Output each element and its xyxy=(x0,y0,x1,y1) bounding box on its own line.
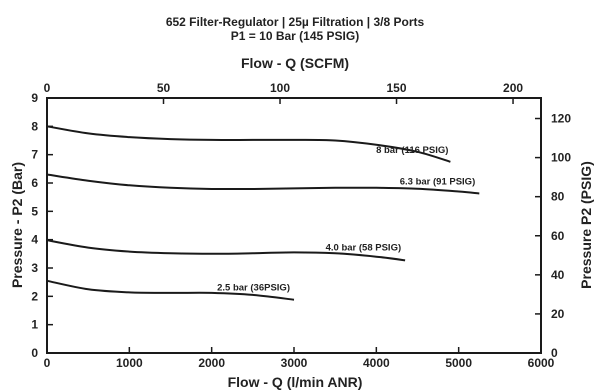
chart-title: 652 Filter-Regulator | 25µ Filtration | … xyxy=(166,15,425,29)
bottom-tick-label: 1000 xyxy=(116,356,143,370)
right-tick-label: 0 xyxy=(551,346,558,360)
left-axis-title: Pressure - P2 (Bar) xyxy=(9,162,25,288)
top-tick-label: 200 xyxy=(503,81,523,95)
curves: 8 bar (116 PSIG) 6.3 bar (91 PSIG) 4.0 bar… xyxy=(46,125,480,301)
left-tick-label: 5 xyxy=(31,204,38,218)
bottom-axis-title: Flow - Q (l/min ANR) xyxy=(228,374,363,390)
series-line xyxy=(46,239,406,262)
right-axis-title: Pressure P2 (PSIG) xyxy=(578,161,594,289)
left-tick-label: 0 xyxy=(31,346,38,360)
series-label: 2.5 bar (36PSIG) xyxy=(217,283,290,294)
right-tick-label: 80 xyxy=(551,190,565,204)
chart-subtitle: P1 = 10 Bar (145 PSIG) xyxy=(231,29,359,43)
right-tick-label: 60 xyxy=(551,229,565,243)
top-tick-label: 0 xyxy=(44,81,51,95)
series-line xyxy=(46,125,451,163)
right-tick-label: 40 xyxy=(551,268,565,282)
top-tick-label: 100 xyxy=(270,81,290,95)
left-tick-label: 1 xyxy=(31,318,38,332)
left-tick-label: 6 xyxy=(31,176,38,190)
series-label: 4.0 bar (58 PSIG) xyxy=(326,242,402,253)
left-tick-label: 7 xyxy=(31,148,38,162)
right-tick-label: 120 xyxy=(551,112,571,126)
series-label: 8 bar (116 PSIG) xyxy=(376,145,448,156)
top-tick-label: 150 xyxy=(387,81,407,95)
series-line xyxy=(46,279,295,301)
left-tick-label: 8 xyxy=(31,119,38,133)
bottom-tick-label: 5000 xyxy=(445,356,472,370)
bottom-tick-label: 3000 xyxy=(281,356,308,370)
left-tick-label: 2 xyxy=(31,289,38,303)
series-label: 6.3 bar (91 PSIG) xyxy=(400,176,476,187)
bottom-tick-label: 0 xyxy=(44,356,51,370)
bottom-tick-label: 2000 xyxy=(198,356,225,370)
bottom-tick-label: 6000 xyxy=(528,356,555,370)
left-tick-label: 9 xyxy=(31,91,38,105)
top-axis-title: Flow - Q (SCFM) xyxy=(241,55,349,71)
left-tick-label: 3 xyxy=(31,261,38,275)
right-tick-label: 100 xyxy=(551,151,571,165)
bottom-tick-label: 4000 xyxy=(363,356,390,370)
left-tick-label: 4 xyxy=(31,233,38,247)
series-line xyxy=(46,173,480,195)
top-tick-label: 50 xyxy=(157,81,171,95)
right-tick-label: 20 xyxy=(551,307,565,321)
